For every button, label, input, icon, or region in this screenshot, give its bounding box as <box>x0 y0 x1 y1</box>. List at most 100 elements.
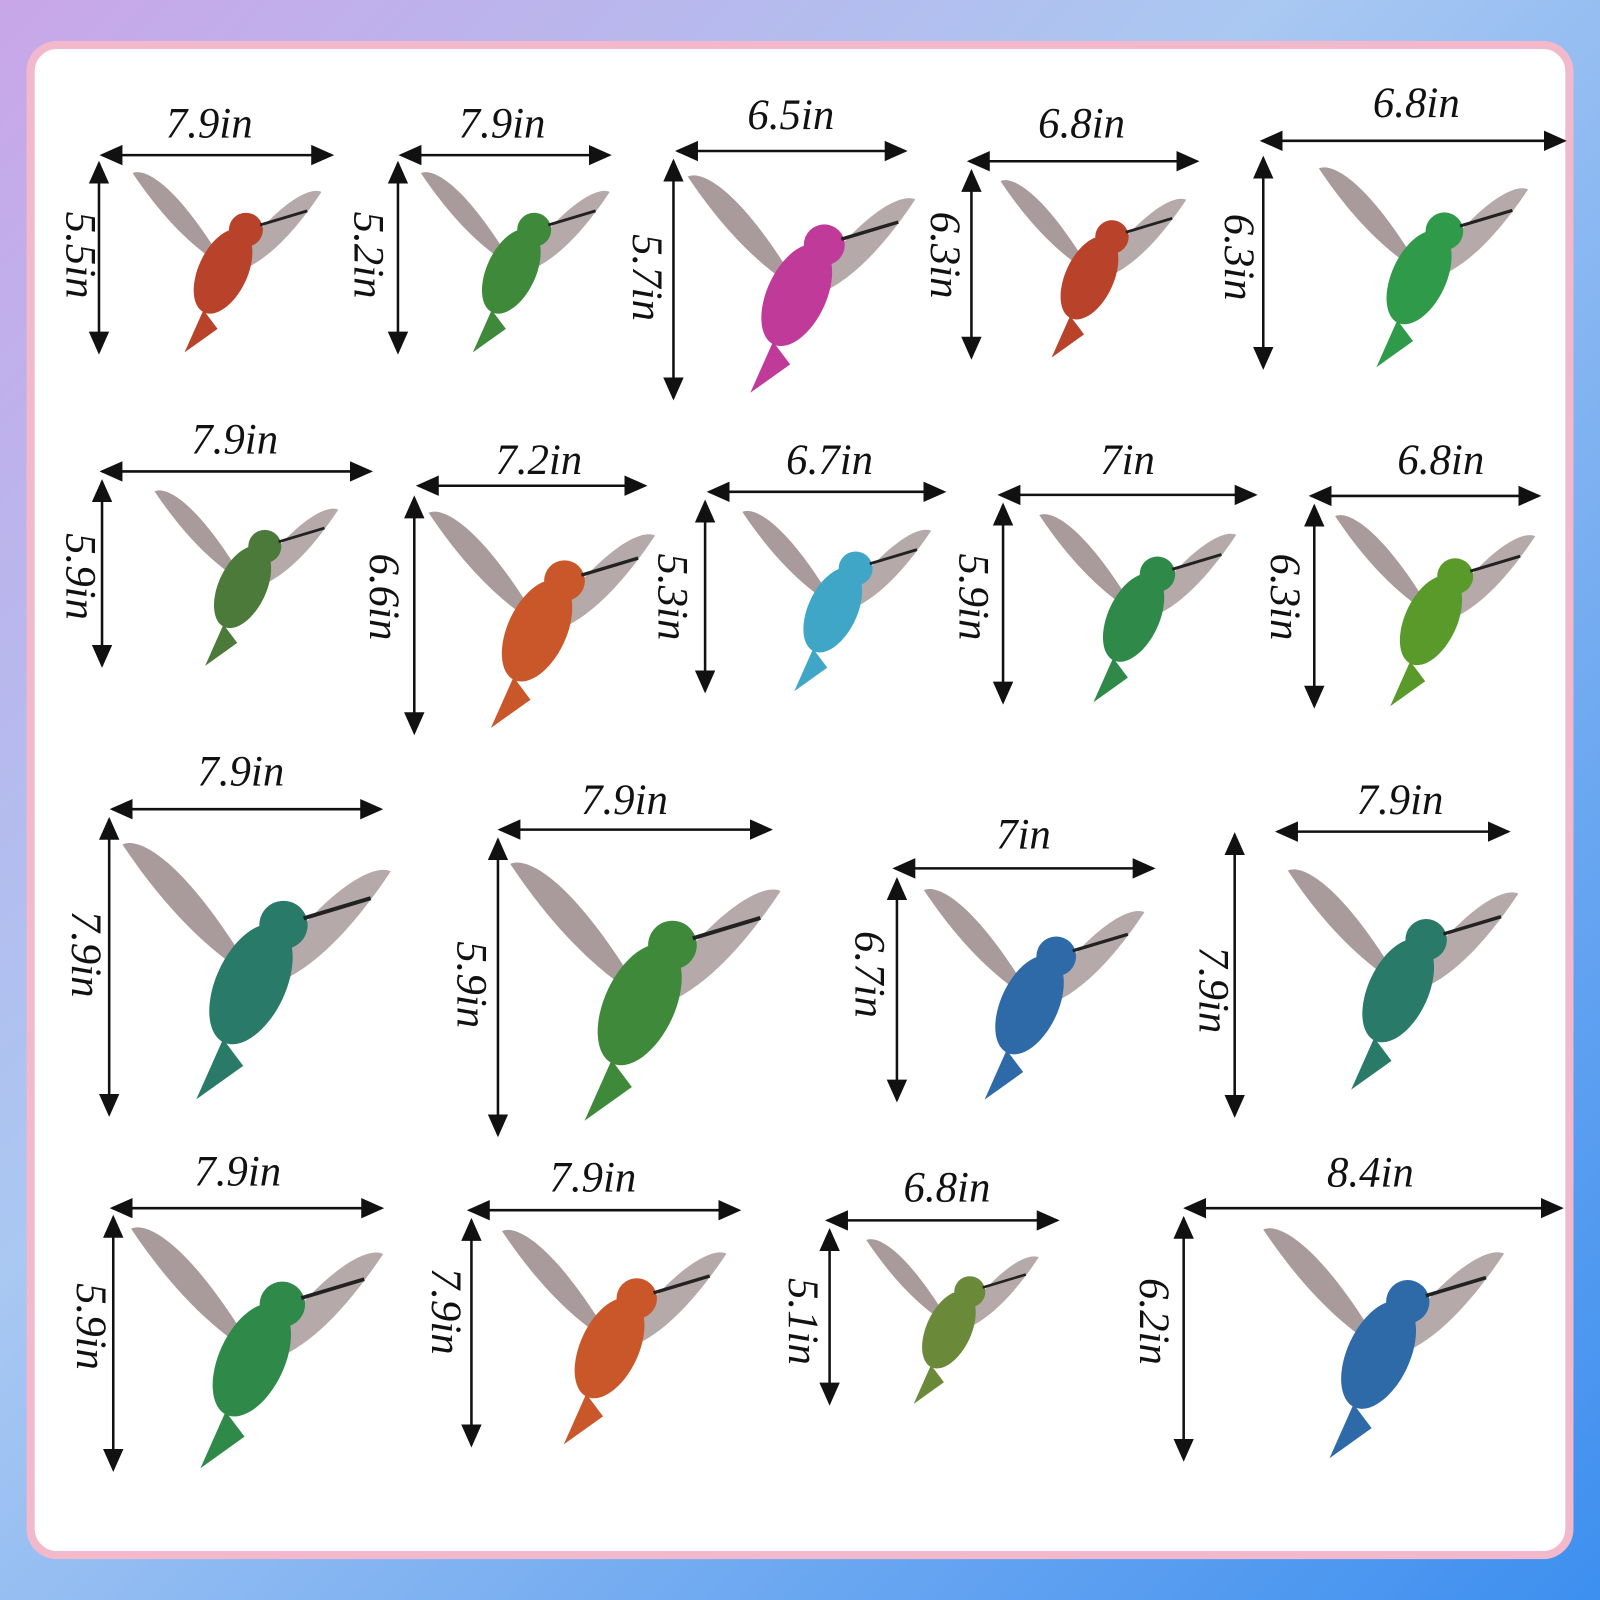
hummingbird <box>866 1239 1039 1404</box>
wing <box>255 508 339 588</box>
width-label: 6.8in <box>903 1165 990 1212</box>
body <box>193 228 253 314</box>
wing <box>154 490 238 579</box>
hummingbird <box>154 490 339 666</box>
beak <box>1425 1275 1487 1298</box>
beak <box>1171 553 1222 571</box>
body <box>761 243 833 347</box>
sticker: 6.8in 6.3in <box>921 100 1200 360</box>
width-label: 7.9in <box>459 100 546 147</box>
head <box>517 212 552 247</box>
hummingbird <box>1318 167 1529 368</box>
hummingbird <box>510 862 781 1121</box>
wing <box>812 198 916 297</box>
body <box>1341 1300 1417 1409</box>
body <box>574 1297 645 1399</box>
wing <box>742 510 828 602</box>
head <box>1139 556 1176 592</box>
wing <box>1414 892 1519 992</box>
width-label: 6.8in <box>1373 80 1460 127</box>
width-label: 6.8in <box>1038 100 1125 147</box>
width-label: 7.9in <box>191 417 278 464</box>
height-label: 7.9in <box>422 1268 469 1355</box>
beak <box>580 556 639 577</box>
hummingbird <box>1039 514 1237 703</box>
sticker: 7.9in 5.9in <box>57 417 373 668</box>
hummingbird <box>428 511 656 729</box>
wing <box>687 175 791 285</box>
height-label: 5.9in <box>57 533 104 620</box>
width-label: 7.9in <box>166 100 253 147</box>
wing <box>510 862 632 993</box>
tail <box>196 1039 244 1100</box>
wing <box>1335 515 1426 612</box>
height-label: 5.5in <box>57 212 104 299</box>
width-label: 7.9in <box>194 1148 281 1195</box>
body <box>597 943 682 1066</box>
head <box>259 1281 306 1328</box>
tail <box>1051 315 1085 358</box>
height-label: 5.1in <box>779 1278 826 1365</box>
tail <box>1093 657 1128 703</box>
head <box>838 551 873 586</box>
beak <box>982 1273 1027 1289</box>
width-label: 7.2in <box>495 437 582 484</box>
wing <box>553 534 656 632</box>
wing <box>1045 911 1145 1006</box>
height-label: 5.3in <box>649 553 696 640</box>
beak <box>1125 216 1173 234</box>
head <box>648 920 697 970</box>
hummingbird <box>502 1229 727 1445</box>
body <box>501 579 573 682</box>
body <box>1362 938 1435 1043</box>
wing <box>420 172 506 263</box>
height-label: 6.3in <box>1215 214 1262 301</box>
width-label: 7in <box>996 812 1051 859</box>
body <box>922 1291 976 1369</box>
tail <box>584 1059 632 1121</box>
wing <box>866 1239 944 1322</box>
tail <box>200 1411 245 1469</box>
wing <box>502 1229 604 1338</box>
tail <box>205 624 238 666</box>
wing <box>1395 1252 1505 1356</box>
sticker: 7.9in 7.9in <box>1189 777 1519 1118</box>
wing <box>270 869 391 986</box>
head <box>1095 220 1129 254</box>
wing <box>625 1252 727 1349</box>
height-label: 5.7in <box>623 234 670 321</box>
width-label: 6.5in <box>747 92 834 139</box>
wing <box>1000 180 1085 270</box>
wing <box>1263 1228 1372 1344</box>
wing <box>428 511 531 621</box>
tail <box>1390 661 1426 707</box>
width-label: 7.9in <box>581 777 668 824</box>
beak <box>840 220 899 241</box>
hummingbird <box>131 1227 384 1469</box>
body <box>1386 230 1452 325</box>
beak <box>300 1277 365 1300</box>
sticker: 6.8in 6.3in <box>1215 80 1567 370</box>
beak <box>278 526 325 544</box>
head <box>544 560 585 602</box>
hummingbird <box>1335 515 1536 707</box>
body <box>995 955 1064 1055</box>
sticker: 7.9in 5.2in <box>344 100 612 355</box>
sticker: 7.9in 5.9in <box>67 1148 385 1472</box>
width-label: 7.9in <box>197 748 284 795</box>
tail <box>913 1365 944 1404</box>
sticker: 7in 6.7in <box>845 812 1156 1103</box>
body <box>213 545 272 629</box>
sticker: 7.9in 7.9in <box>62 748 391 1117</box>
wing <box>131 1227 245 1349</box>
hummingbird <box>132 172 322 353</box>
beak <box>1442 915 1502 936</box>
body <box>481 228 541 314</box>
beak <box>692 916 761 941</box>
wing <box>524 190 610 273</box>
wing <box>658 889 781 1006</box>
hummingbird <box>1000 180 1187 358</box>
sticker: 6.7in 5.3in <box>649 437 947 694</box>
head <box>1036 936 1077 977</box>
